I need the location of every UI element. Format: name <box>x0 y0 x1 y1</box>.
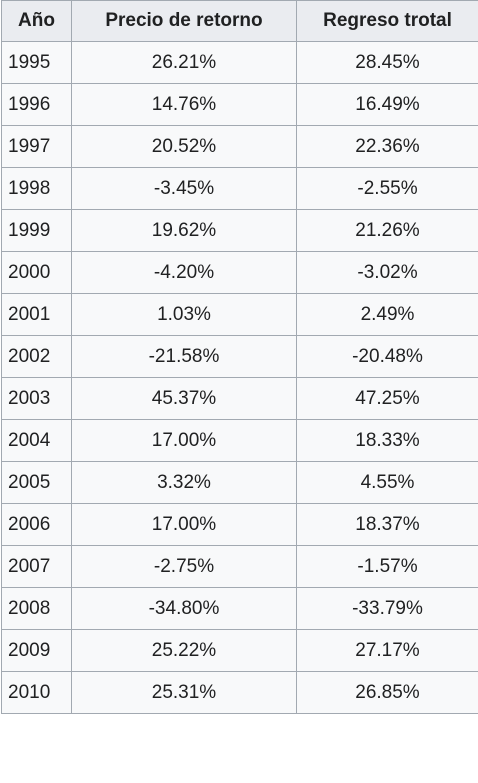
column-header-price-return: Precio de retorno <box>71 0 297 42</box>
table-row: 2009 25.22% 27.17% <box>1 629 478 672</box>
cell-price-return: 25.31% <box>71 671 297 714</box>
table-row: 2003 45.37% 47.25% <box>1 377 478 420</box>
cell-price-return: 20.52% <box>71 125 297 168</box>
table-row: 2002 -21.58% -20.48% <box>1 335 478 378</box>
cell-year: 2009 <box>1 629 72 672</box>
cell-year: 2004 <box>1 419 72 462</box>
table-row: 2004 17.00% 18.33% <box>1 419 478 462</box>
cell-year: 2000 <box>1 251 72 294</box>
cell-year: 2001 <box>1 293 72 336</box>
cell-price-return: 14.76% <box>71 83 297 126</box>
cell-year: 2003 <box>1 377 72 420</box>
cell-total-return: 18.37% <box>296 503 478 546</box>
table-row: 2000 -4.20% -3.02% <box>1 251 478 294</box>
table-row: 2008 -34.80% -33.79% <box>1 587 478 630</box>
cell-total-return: 27.17% <box>296 629 478 672</box>
cell-total-return: 21.26% <box>296 209 478 252</box>
table-row: 1997 20.52% 22.36% <box>1 125 478 168</box>
cell-year: 2008 <box>1 587 72 630</box>
column-header-total-return: Regreso trotal <box>296 0 478 42</box>
cell-year: 2002 <box>1 335 72 378</box>
cell-total-return: 28.45% <box>296 41 478 84</box>
returns-table: Año Precio de retorno Regreso trotal 199… <box>1 0 478 714</box>
cell-price-return: 3.32% <box>71 461 297 504</box>
cell-total-return: 26.85% <box>296 671 478 714</box>
cell-total-return: -3.02% <box>296 251 478 294</box>
table-row: 2006 17.00% 18.37% <box>1 503 478 546</box>
table-row: 1998 -3.45% -2.55% <box>1 167 478 210</box>
table-header-row: Año Precio de retorno Regreso trotal <box>1 0 478 42</box>
cell-price-return: 25.22% <box>71 629 297 672</box>
cell-price-return: 1.03% <box>71 293 297 336</box>
cell-total-return: -33.79% <box>296 587 478 630</box>
table-row: 2007 -2.75% -1.57% <box>1 545 478 588</box>
table-row: 2001 1.03% 2.49% <box>1 293 478 336</box>
cell-price-return: -4.20% <box>71 251 297 294</box>
column-header-year: Año <box>1 0 72 42</box>
cell-total-return: 2.49% <box>296 293 478 336</box>
cell-year: 1997 <box>1 125 72 168</box>
cell-total-return: -20.48% <box>296 335 478 378</box>
cell-price-return: 45.37% <box>71 377 297 420</box>
table-row: 1999 19.62% 21.26% <box>1 209 478 252</box>
cell-total-return: -1.57% <box>296 545 478 588</box>
table-row: 1995 26.21% 28.45% <box>1 41 478 84</box>
table-row: 1996 14.76% 16.49% <box>1 83 478 126</box>
cell-total-return: 47.25% <box>296 377 478 420</box>
cell-total-return: 18.33% <box>296 419 478 462</box>
cell-year: 2005 <box>1 461 72 504</box>
cell-year: 1998 <box>1 167 72 210</box>
table-row: 2005 3.32% 4.55% <box>1 461 478 504</box>
cell-year: 2010 <box>1 671 72 714</box>
cell-price-return: -2.75% <box>71 545 297 588</box>
cell-year: 1999 <box>1 209 72 252</box>
cell-total-return: 16.49% <box>296 83 478 126</box>
cell-price-return: 17.00% <box>71 419 297 462</box>
cell-price-return: 17.00% <box>71 503 297 546</box>
table-row: 2010 25.31% 26.85% <box>1 671 478 714</box>
cell-total-return: 4.55% <box>296 461 478 504</box>
cell-total-return: 22.36% <box>296 125 478 168</box>
cell-total-return: -2.55% <box>296 167 478 210</box>
cell-price-return: -21.58% <box>71 335 297 378</box>
cell-price-return: 19.62% <box>71 209 297 252</box>
cell-price-return: -3.45% <box>71 167 297 210</box>
cell-year: 1996 <box>1 83 72 126</box>
cell-year: 2006 <box>1 503 72 546</box>
cell-price-return: 26.21% <box>71 41 297 84</box>
cell-price-return: -34.80% <box>71 587 297 630</box>
table-body: 1995 26.21% 28.45% 1996 14.76% 16.49% 1997 20.5… <box>1 41 478 714</box>
cell-year: 1995 <box>1 41 72 84</box>
cell-year: 2007 <box>1 545 72 588</box>
